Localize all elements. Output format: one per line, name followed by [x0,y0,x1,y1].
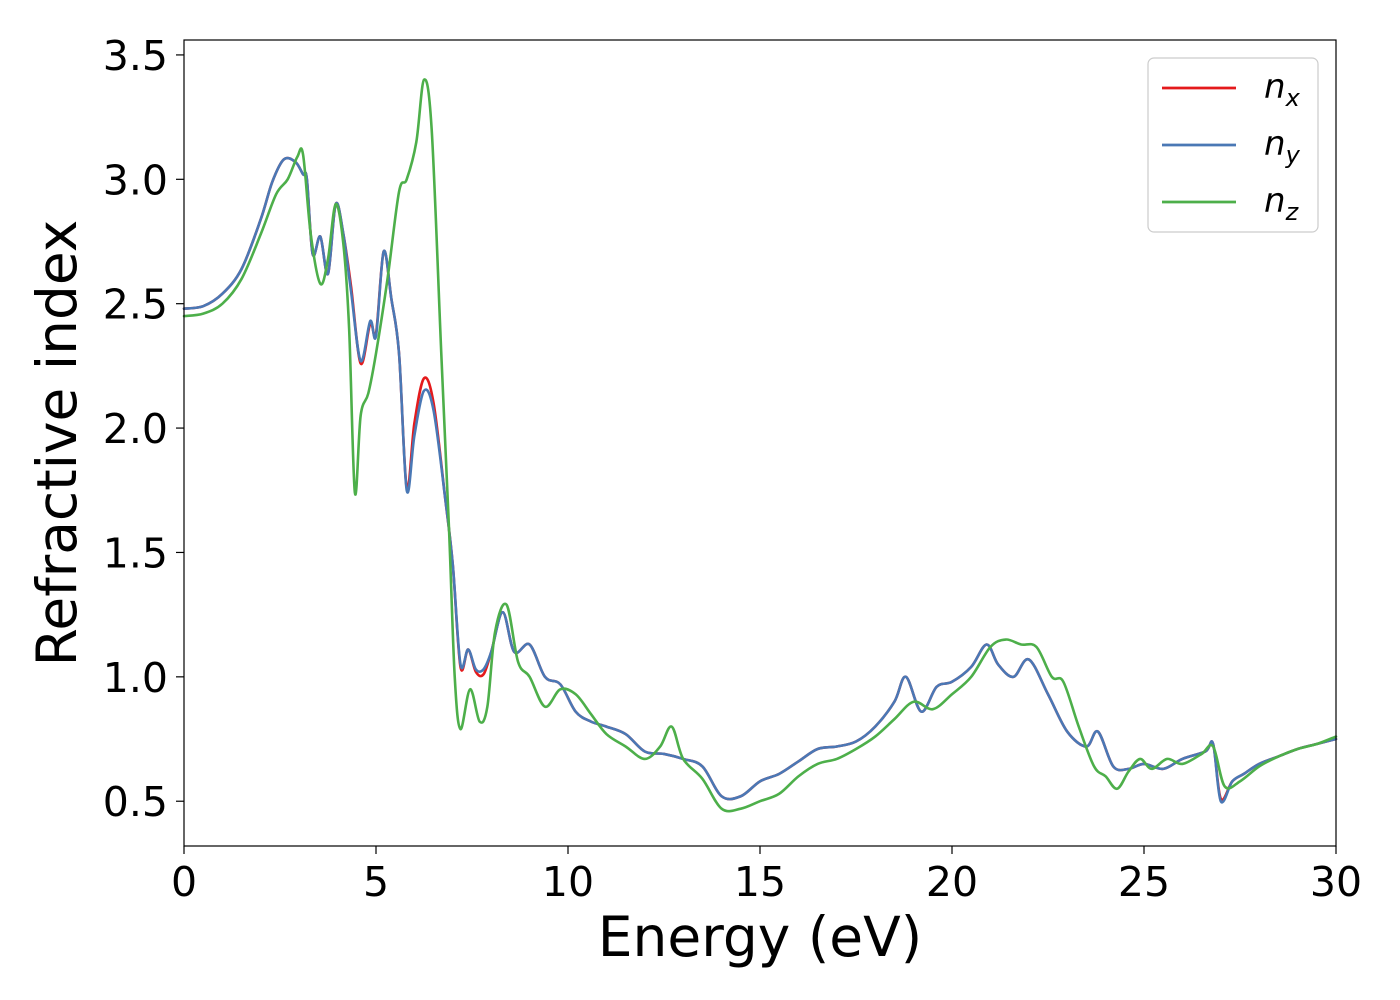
y-tick-label: 2.0 [103,405,168,453]
legend-label-y: ny [1264,124,1301,169]
y-tick-label: 2.5 [103,281,168,329]
x-tick-label: 25 [1118,858,1170,906]
x-axis: 0 5 10 15 20 25 30 [171,846,1362,906]
series-layer [182,78,1338,813]
y-tick-label: 0.5 [103,778,168,826]
x-tick-label: 15 [734,858,786,906]
legend-label-z: nz [1264,181,1300,226]
y-axis-label: Refractive index [25,220,89,667]
y-tick-label: 3.5 [103,32,168,80]
x-tick-label: 0 [171,858,197,906]
y-tick-label: 1.0 [103,654,168,702]
y-axis: 0.5 1.0 1.5 2.0 2.5 3.0 3.5 [103,32,184,826]
x-tick-label: 20 [926,858,978,906]
x-tick-label: 10 [542,858,594,906]
legend: nx ny nz [1147,57,1319,233]
y-tick-label: 1.5 [103,529,168,577]
y-tick-label: 3.0 [103,156,168,204]
legend-label-x: nx [1264,67,1301,112]
x-axis-label: Energy (eV) [598,905,922,969]
x-tick-label: 30 [1310,858,1362,906]
series-line-z [182,78,1338,813]
x-tick-label: 5 [363,858,389,906]
